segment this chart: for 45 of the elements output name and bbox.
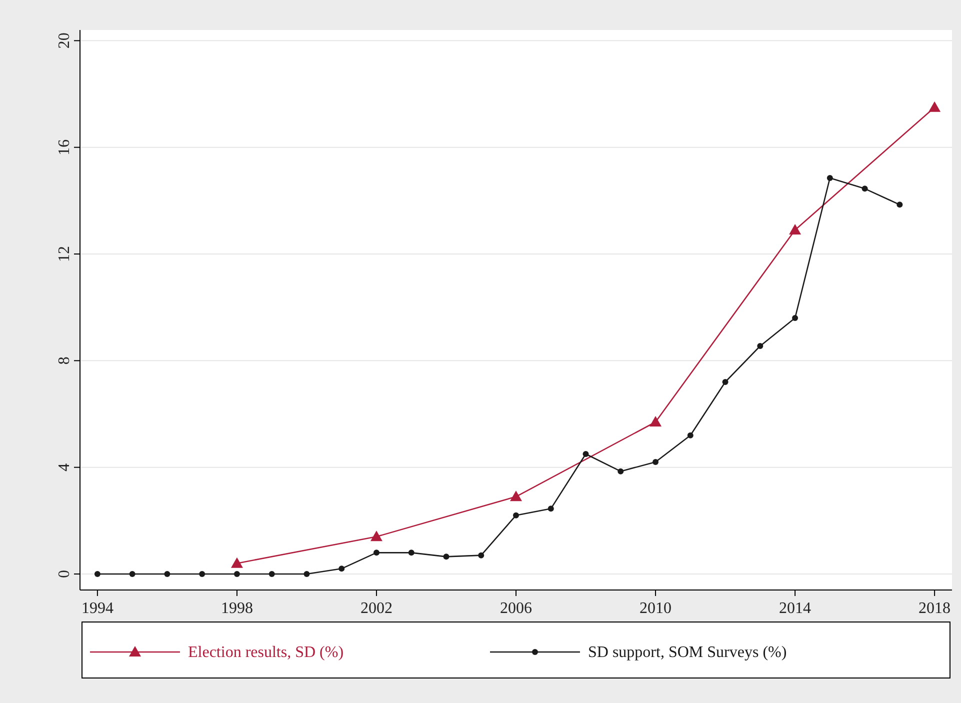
x-tick-label: 2002	[360, 600, 392, 617]
point	[478, 552, 484, 558]
y-tick-label: 4	[56, 463, 73, 472]
point	[687, 432, 694, 438]
point	[129, 571, 136, 577]
point	[510, 490, 522, 502]
point	[548, 506, 554, 512]
x-tick-label: 1998	[220, 600, 253, 617]
point	[304, 571, 310, 577]
point	[443, 554, 450, 560]
x-tick-label: 2018	[918, 600, 951, 617]
point	[896, 202, 903, 208]
point	[234, 571, 240, 577]
y-tick-label: 8	[56, 356, 73, 365]
point	[862, 186, 868, 192]
point	[230, 557, 243, 568]
x-tick-label: 1994	[81, 600, 114, 617]
text: Election results, SD (%)	[188, 644, 344, 661]
point	[722, 379, 728, 385]
point	[408, 550, 414, 556]
point	[582, 451, 589, 457]
point	[650, 416, 662, 426]
point	[757, 343, 764, 349]
point	[792, 315, 798, 321]
point	[268, 571, 275, 577]
point	[928, 101, 941, 112]
point	[789, 224, 802, 234]
y-tick-label: 12	[56, 246, 73, 262]
x-tick-label: 2014	[779, 600, 812, 617]
point	[618, 468, 624, 474]
y-tick-label: 20	[56, 32, 73, 49]
x-tick-label: 2010	[640, 600, 672, 617]
point	[338, 566, 345, 572]
x-tick-label: 2006	[500, 600, 532, 617]
y-tick-label: 0	[56, 570, 73, 578]
point	[652, 459, 659, 465]
point	[513, 512, 519, 518]
point	[164, 571, 170, 577]
point	[94, 571, 100, 577]
point	[370, 530, 382, 542]
y-tick-label: 16	[56, 139, 73, 156]
point	[373, 550, 380, 556]
point	[826, 175, 833, 181]
text: SD support, SOM Surveys (%)	[588, 644, 787, 661]
point	[199, 571, 206, 577]
